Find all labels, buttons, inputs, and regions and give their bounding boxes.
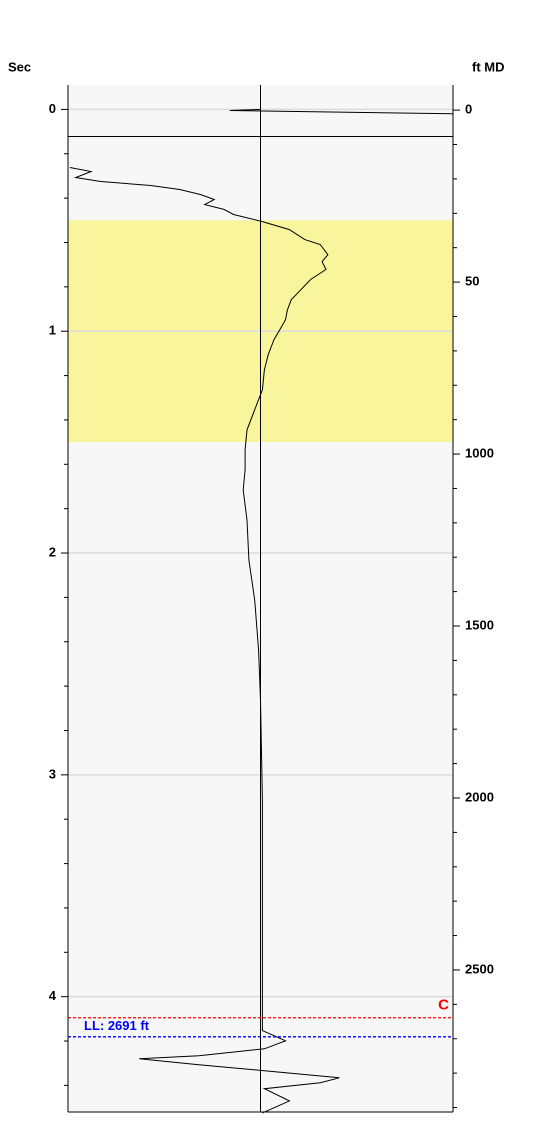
y2-tick-label: 50 [465, 274, 479, 289]
y2-tick-label: 1000 [465, 445, 494, 460]
y-tick-label: 1 [49, 323, 56, 338]
y2-tick-label: 2500 [465, 961, 494, 976]
y-tick-label: 4 [49, 988, 57, 1003]
y2-tick-label: 1500 [465, 617, 494, 632]
y-axis-title: Sec [8, 59, 31, 74]
y-tick-label: 3 [49, 766, 56, 781]
marker-label: LL: 2691 ft [84, 1018, 150, 1033]
y2-tick-label: 2000 [465, 789, 494, 804]
y2-tick-label: 0 [465, 102, 472, 117]
y-tick-label: 0 [49, 101, 56, 116]
y2-axis-title: ft MD [472, 59, 505, 74]
marker-label: C [438, 997, 449, 1014]
y-tick-label: 2 [49, 544, 56, 559]
